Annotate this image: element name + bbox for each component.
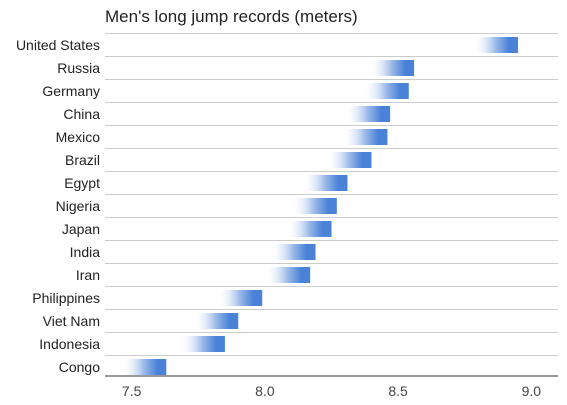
bar-brazil (326, 152, 372, 168)
bar-russia (369, 60, 415, 76)
x-tick-label: 7.5 (122, 383, 142, 399)
bar-indonesia (179, 336, 225, 352)
x-tick-label: 8.0 (255, 383, 275, 399)
category-label: Japan (62, 221, 100, 237)
category-label: Iran (76, 267, 100, 283)
category-label: India (70, 244, 101, 260)
chart-title: Men's long jump records (meters) (105, 7, 358, 26)
category-label: Egypt (64, 175, 100, 191)
bar-viet-nam (193, 313, 239, 329)
bar-nigeria (291, 198, 337, 214)
x-tick-labels: 7.5 8.0 8.5 9.0 (122, 383, 541, 399)
bars (121, 37, 519, 375)
category-labels: United States Russia Germany China Mexico Bra… (16, 37, 100, 375)
bar-japan (286, 221, 332, 237)
x-tick-label: 9.0 (522, 383, 542, 399)
bar-china (345, 106, 391, 122)
bar-mexico (342, 129, 388, 145)
category-label: United States (16, 37, 100, 53)
bar-egypt (302, 175, 348, 191)
category-label: Congo (59, 359, 100, 375)
gridlines (105, 33, 558, 356)
category-label: Russia (57, 60, 100, 76)
bar-iran (265, 267, 311, 283)
category-label: Indonesia (39, 336, 100, 352)
bar-germany (363, 83, 409, 99)
bar-united-states (473, 37, 519, 53)
bar-congo (121, 359, 167, 375)
category-label: Philippines (32, 290, 100, 306)
category-label: Brazil (65, 152, 100, 168)
category-label: China (63, 106, 100, 122)
x-tick-label: 8.5 (388, 383, 408, 399)
category-label: Viet Nam (43, 313, 100, 329)
category-label: Mexico (56, 129, 101, 145)
category-label: Nigeria (56, 198, 101, 214)
bar-india (270, 244, 316, 260)
category-label: Germany (42, 83, 100, 99)
bar-philippines (217, 290, 263, 306)
